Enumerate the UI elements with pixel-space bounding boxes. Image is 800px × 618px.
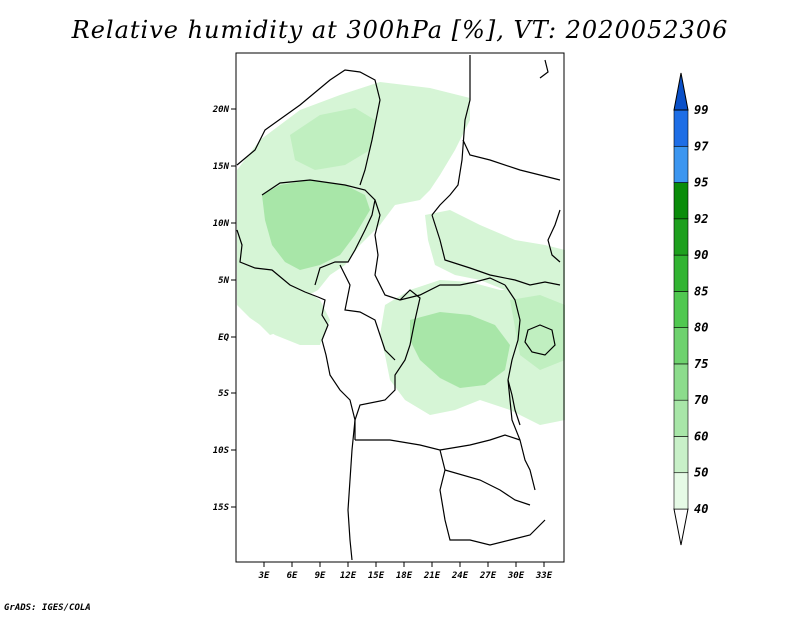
colorbar-under-triangle (673, 508, 689, 546)
colorbar-segment (673, 327, 689, 365)
border-nile (462, 139, 561, 181)
colorbar-label: 70 (694, 393, 708, 407)
chart-title: Relative humidity at 300hPa [%], VT: 202… (71, 16, 729, 44)
lake-victoria (524, 324, 556, 356)
lat-tick-label: EQ (218, 333, 229, 343)
colorbar-segment (673, 363, 689, 401)
colorbar-label: 97 (694, 139, 709, 153)
lon-tick-label: 3E (258, 571, 270, 581)
colorbar-label: 75 (694, 357, 708, 371)
colorbar-label: 90 (694, 248, 708, 262)
humidity-area-gulf (237, 262, 330, 345)
colorbar-segment (673, 436, 689, 474)
coastline-east (431, 55, 561, 263)
colorbar-segment (673, 254, 689, 292)
map-frame (235, 52, 565, 563)
lon-tick-label: 9E (315, 571, 326, 581)
lon-tick-label: 33E (535, 571, 553, 581)
colorbar-segment (673, 218, 689, 256)
lake-tanganyika (507, 379, 521, 426)
colorbar-segment (673, 291, 689, 328)
coastline-west (236, 229, 356, 561)
colorbar-label: 80 (694, 321, 708, 335)
lon-tick-label: 24E (451, 571, 469, 581)
lon-tick-label: 21E (423, 571, 441, 581)
lon-tick-label: 30E (507, 571, 525, 581)
grads-credit: GrADS: IGES/COLA (4, 603, 91, 613)
humidity-area-nigeria (262, 180, 370, 270)
colorbar-segment (673, 399, 689, 437)
lon-tick-label: 12E (340, 571, 357, 581)
humidity-area-sudan (425, 210, 565, 300)
lat-tick-label: 10S (213, 446, 230, 456)
colorbar-label: 50 (694, 466, 708, 480)
colorbar-label: 60 (694, 429, 708, 443)
lat-tick-label: 15S (213, 503, 230, 513)
border-angola (355, 439, 546, 546)
colorbar-label: 95 (694, 176, 708, 190)
lat-tick-label: 20N (212, 105, 230, 115)
lon-tick-label: 6E (287, 571, 298, 581)
map-boundaries (236, 55, 561, 561)
colorbar-label: 85 (694, 284, 708, 298)
colorbar-label: 92 (694, 212, 708, 226)
humidity-shading (237, 82, 565, 425)
humidity-area-eastafrica (510, 295, 565, 370)
colorbar-label: 99 (694, 103, 708, 117)
colorbar-segment (673, 472, 689, 510)
lat-tick-label: 5N (218, 276, 229, 286)
lat-axis: 20N 15N 10N 5N EQ 5S 10S 15S (212, 105, 236, 513)
border-sahara (236, 69, 381, 186)
colorbar-segment (673, 109, 689, 147)
humidity-area-greatlakes (410, 312, 510, 388)
colorbar-over-triangle (673, 72, 689, 111)
lon-axis: 3E 6E 9E 12E 15E 18E 21E 24E 27E 30E 33E (258, 562, 553, 581)
colorbar-segment (673, 182, 689, 220)
lat-tick-label: 10N (213, 219, 230, 229)
colorbar-label: 40 (694, 502, 708, 516)
border-car-sudan (431, 214, 561, 286)
humidity-area-north (290, 108, 375, 170)
lat-tick-label: 5S (218, 389, 229, 399)
border-niger-nigeria (261, 179, 376, 286)
colorbar: 40 50 60 70 75 80 85 90 92 95 97 99 (673, 72, 709, 546)
lon-tick-label: 18E (396, 571, 413, 581)
border-cameroon (339, 264, 396, 361)
lon-tick-label: 27E (479, 571, 497, 581)
border-drc (354, 289, 421, 440)
border-zambia (439, 434, 531, 506)
border-east (504, 284, 536, 491)
lat-tick-label: 15N (213, 162, 230, 172)
lon-tick-label: 15E (368, 571, 385, 581)
colorbar-segment (673, 145, 689, 183)
